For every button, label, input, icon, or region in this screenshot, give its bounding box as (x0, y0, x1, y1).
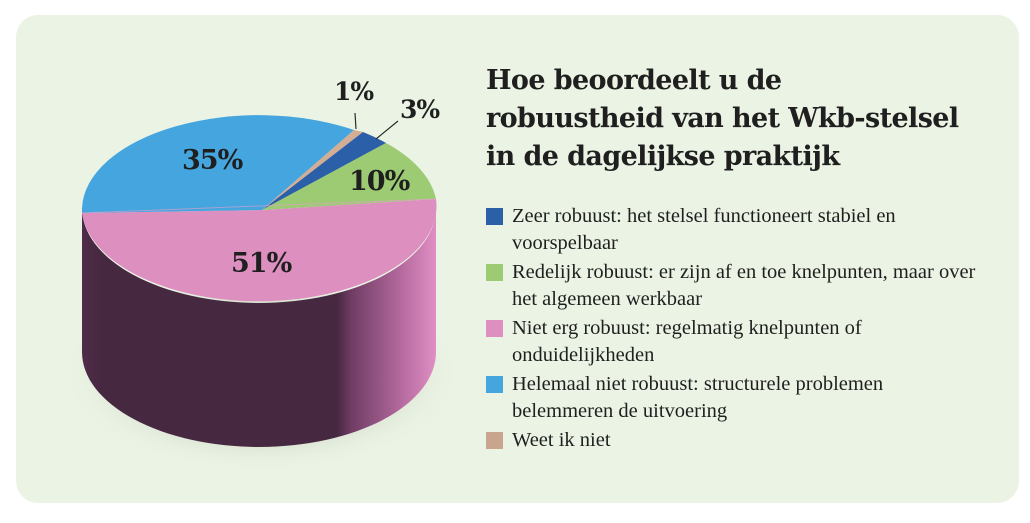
slice-zeer-robuust[interactable] (262, 132, 386, 210)
slice-redelijk-robuust[interactable] (262, 143, 436, 210)
slice-weet-ik-niet[interactable] (262, 130, 363, 210)
label-helemaal-niet-robuust: 35% (182, 145, 243, 176)
legend-label: Helemaal niet robuust: structurele probl… (512, 373, 884, 422)
label-weet-ik-niet: 1% (334, 77, 374, 106)
legend-label: Redelijk robuust: er zijn af en toe knel… (512, 261, 976, 310)
legend-item-zeer-robuust: Zeer robuust: het stelsel functioneert s… (486, 203, 986, 256)
legend-swatch (486, 264, 503, 281)
leader-line-1pct (354, 112, 357, 130)
legend-label: Zeer robuust: het stelsel functioneert s… (512, 205, 896, 254)
legend-item-redelijk-robuust: Redelijk robuust: er zijn af en toe knel… (486, 259, 986, 312)
label-niet-erg-robuust: 51% (231, 248, 292, 279)
label-zeer-robuust: 3% (400, 95, 440, 124)
legend-swatch (486, 320, 503, 337)
legend-label: Niet erg robuust: regelmatig knelpunten … (512, 317, 862, 366)
legend-label: Weet ik niet (512, 429, 611, 451)
legend-swatch (486, 432, 503, 449)
label-redelijk-robuust: 10% (349, 166, 410, 197)
legend-item-weet-ik-niet: Weet ik niet (486, 427, 986, 454)
legend-item-niet-erg-robuust: Niet erg robuust: regelmatig knelpunten … (486, 315, 986, 368)
slice-helemaal-niet-robuust[interactable] (82, 115, 354, 213)
legend-swatch (486, 376, 503, 393)
pie-side (82, 208, 436, 447)
legend-item-helemaal-niet-robuust: Helemaal niet robuust: structurele probl… (486, 371, 986, 424)
chart-title: Hoe beoordeelt u de robuustheid van het … (486, 65, 959, 172)
leader-line-3pct (375, 120, 399, 140)
slice-niet-erg-robuust[interactable] (82, 199, 437, 302)
legend-swatch (486, 208, 503, 225)
legend: Zeer robuust: het stelsel functioneert s… (486, 203, 986, 457)
